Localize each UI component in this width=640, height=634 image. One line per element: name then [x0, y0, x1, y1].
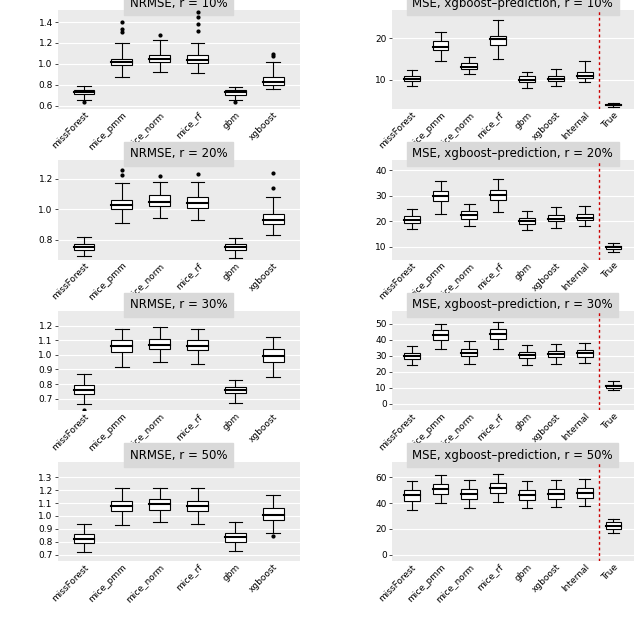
Bar: [433, 191, 449, 201]
Bar: [74, 534, 95, 543]
Bar: [548, 75, 564, 81]
Title: MSE, xgboost–prediction, r = 10%: MSE, xgboost–prediction, r = 10%: [412, 0, 613, 10]
Bar: [225, 244, 246, 250]
Bar: [263, 214, 284, 224]
Title: NRMSE, r = 30%: NRMSE, r = 30%: [130, 298, 227, 311]
Bar: [187, 55, 208, 63]
Title: MSE, xgboost–prediction, r = 20%: MSE, xgboost–prediction, r = 20%: [412, 147, 613, 160]
Bar: [263, 349, 284, 362]
Bar: [149, 55, 170, 61]
Bar: [490, 190, 506, 200]
Title: NRMSE, r = 50%: NRMSE, r = 50%: [130, 449, 227, 462]
Bar: [111, 340, 132, 352]
Bar: [149, 339, 170, 349]
Bar: [149, 499, 170, 510]
Bar: [74, 385, 95, 394]
Bar: [548, 489, 564, 498]
Bar: [605, 522, 621, 529]
Bar: [225, 533, 246, 542]
Bar: [225, 90, 246, 95]
Title: MSE, xgboost–prediction, r = 50%: MSE, xgboost–prediction, r = 50%: [412, 449, 613, 462]
Bar: [433, 41, 449, 50]
Bar: [490, 330, 506, 339]
Bar: [605, 245, 621, 249]
Bar: [577, 214, 593, 220]
Bar: [461, 63, 477, 70]
Bar: [187, 500, 208, 511]
Bar: [404, 77, 420, 81]
Bar: [490, 483, 506, 493]
Bar: [433, 484, 449, 494]
Bar: [404, 353, 420, 359]
Bar: [577, 488, 593, 498]
Bar: [519, 352, 535, 358]
Bar: [577, 351, 593, 357]
Bar: [111, 500, 132, 511]
Bar: [519, 77, 535, 82]
Bar: [490, 36, 506, 44]
Bar: [404, 216, 420, 223]
Bar: [605, 104, 621, 105]
Bar: [263, 77, 284, 85]
Bar: [74, 244, 95, 250]
Bar: [577, 72, 593, 78]
Bar: [263, 508, 284, 520]
Bar: [548, 215, 564, 221]
Bar: [187, 197, 208, 207]
Bar: [149, 195, 170, 206]
Bar: [519, 217, 535, 224]
Bar: [461, 349, 477, 356]
Bar: [225, 387, 246, 393]
Bar: [111, 200, 132, 209]
Bar: [548, 351, 564, 358]
Title: NRMSE, r = 20%: NRMSE, r = 20%: [130, 147, 227, 160]
Bar: [605, 385, 621, 388]
Bar: [461, 489, 477, 499]
Bar: [404, 490, 420, 500]
Bar: [433, 330, 449, 340]
Bar: [111, 58, 132, 65]
Bar: [187, 340, 208, 351]
Bar: [461, 211, 477, 219]
Bar: [519, 490, 535, 500]
Bar: [74, 91, 95, 94]
Title: NRMSE, r = 10%: NRMSE, r = 10%: [130, 0, 227, 10]
Title: MSE, xgboost–prediction, r = 30%: MSE, xgboost–prediction, r = 30%: [412, 298, 613, 311]
